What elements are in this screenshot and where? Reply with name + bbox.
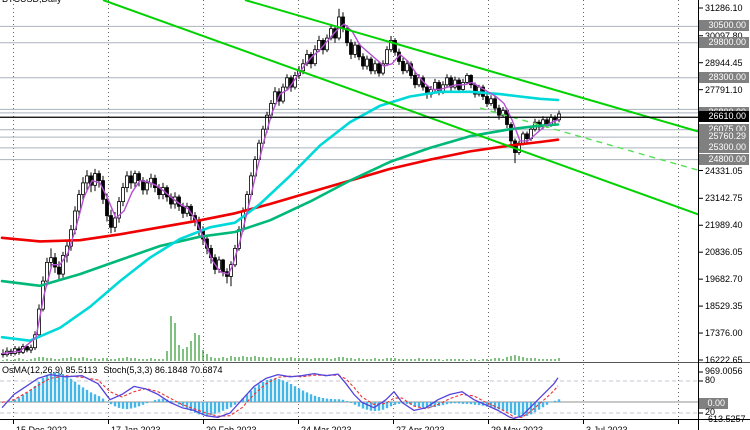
time-axis-label: 27 Apr 2023 [396,425,445,430]
trendline-channel-lower [102,0,698,216]
indicator-label: OsMA(12,26,9) 85.5113 Stoch(5,3,3) 86.184… [2,365,228,375]
price-level-badge: 26075.00 [699,123,749,135]
main-panel [0,0,698,361]
time-axis-label: 29 May 2023 [491,425,544,430]
price-axis: 31286.10 30097.80 28944.45 27791.10 24331.05… [698,0,750,430]
indicator-zero-badge: 0.00 [699,398,728,409]
price-tick-label: 28944.45 [705,57,743,68]
current-price-badge: 26610.00 [699,111,749,123]
price-level-badge: 24800.00 [699,153,749,165]
ma-green-line [0,123,560,288]
time-axis-label: 15 Dec 2022 [16,425,68,430]
indicator-max-label: 969.0056 [705,366,743,376]
price-tick-label: 18529.35 [705,301,743,312]
price-level-badge: 30500.00 [699,20,749,32]
indicator-level-80-label: 80 [705,375,716,385]
price-tick-label: 27791.10 [705,84,743,95]
indicator-min-label: -613.5257 [705,414,746,424]
ma-magenta-line [1,23,559,355]
time-axis-label: 17 Jan 2023 [111,425,161,430]
price-tick-label: 19682.70 [705,274,743,285]
price-tick-label: 31286.10 [705,3,743,13]
price-tick-label: 23142.75 [705,193,743,204]
price-level-badge: 25300.00 [699,141,749,153]
level-lines [0,25,698,161]
time-axis-label: 20 Feb 2023 [206,425,257,430]
ma-red-line [0,138,560,243]
osma-label: OsMA(12,26,9) 85.5113 [2,365,98,375]
volume-bars [2,316,560,361]
grid-vertical [13,0,679,419]
time-axis-label: 24 Mar 2023 [301,425,352,430]
stoch-label: Stoch(5,3,3) 86.1848 70.6874 [103,365,223,375]
price-tick-label: 21989.40 [705,220,743,231]
price-level-badge: 25760.29 [699,131,749,143]
price-tick-label: 24331.05 [705,165,743,176]
time-axis: 15 Dec 2022 17 Jan 2023 20 Feb 2023 24 Mar … [0,424,698,430]
indicator-level-20-label: 20 [705,407,716,417]
price-level-badge: 28300.00 [699,71,749,83]
stoch-main-line [1,372,559,419]
trendline-projection-dashed [479,107,698,171]
price-tick-label: 16222.65 [705,354,743,365]
stoch-signal-line [1,374,559,418]
price-level-badge: 29800.00 [699,36,749,48]
trendline-channel-upper [244,0,698,133]
price-tick-label: 20836.05 [705,247,743,258]
price-tick-label: 17376.00 [705,328,743,339]
osma-histogram [1,372,561,417]
time-axis-label: 3 Jul 2023 [586,425,628,430]
price-tick-label: 30097.80 [705,31,743,41]
chart-symbol-label: BTCUSD,Daily [2,0,62,4]
indicator-panel [0,372,698,419]
